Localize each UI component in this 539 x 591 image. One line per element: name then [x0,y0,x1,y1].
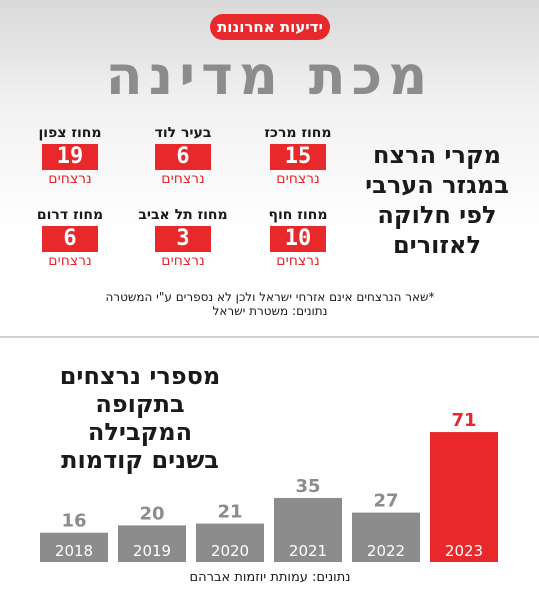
region-name: מחוז חוף [268,207,328,223]
region-name: מחוז דרום [36,207,104,223]
chart-title-line: בשנים קודמות [61,446,219,474]
bar-2023 [430,432,498,562]
x-tick-label: 2019 [133,542,171,560]
chart-source: נתונים: עמותת יוזמות אברהם [189,570,351,585]
region-coast: מחוז חוף 10 נרצחים [248,206,348,270]
bar-value-label: 21 [217,502,242,523]
x-tick-label: 2022 [367,542,405,560]
bar-value-label: 27 [373,491,398,512]
region-south: מחוז דרום 6 נרצחים [20,206,120,270]
region-name: מחוז צפון [38,125,102,141]
chart-title-line: מספרי נרצחים [59,362,221,390]
region-count: 19 [42,144,98,170]
region-count: 6 [42,226,98,252]
region-count: 6 [155,144,211,170]
region-north: מחוז צפון 19 נרצחים [20,124,120,188]
headline: מכת מדינה [105,44,434,107]
bar-value-label: 20 [139,503,164,524]
region-unit: נרצחים [161,253,205,269]
chart-title: מספרי נרצחים בתקופה המקבילה בשנים קודמות [30,362,250,474]
regions-title-line: מקרי הרצח [372,141,501,169]
region-unit: נרצחים [276,171,320,187]
bar-value-label: 71 [451,410,476,431]
bar-value-label: 16 [61,511,86,532]
region-count: 15 [270,144,326,170]
region-lod: בעיר לוד 6 נרצחים [133,124,233,188]
regions-source: נתונים: משטרת ישראל [212,304,328,318]
chart-title-line: בתקופה [95,390,185,418]
x-tick-label: 2021 [289,542,327,560]
section-divider [0,336,539,338]
region-center: מחוז מרכז 15 נרצחים [248,124,348,188]
bar-value-label: 35 [295,476,320,497]
region-name: מחוז תל אביב [138,207,228,223]
regions-footnote: *שאר הנרצחים אינם אזרחי ישראל ולכן לא נס… [105,290,435,304]
regions-title-line: לפי חלוקה [377,201,497,229]
region-unit: נרצחים [276,253,320,269]
x-tick-label: 2023 [445,542,483,560]
region-unit: נרצחים [48,171,92,187]
region-count: 10 [270,226,326,252]
bar-2022 [352,512,420,562]
bar-2019 [118,525,186,562]
region-name: מחוז מרכז [264,125,332,141]
x-tick-label: 2020 [211,542,249,560]
regions-title: מקרי הרצח במגזר הערבי לפי חלוקה לאזורים [352,140,522,260]
region-unit: נרצחים [48,253,92,269]
chart-title-line: המקבילה [87,418,193,446]
bar-2020 [196,523,264,562]
newspaper-logo: ידיעות אחרונות [210,14,330,40]
bar-2018 [40,532,108,562]
region-name: בעיר לוד [154,125,212,141]
regions-footnote-block: *שאר הנרצחים אינם אזרחי ישראל ולכן לא נס… [40,290,500,318]
region-unit: נרצחים [161,171,205,187]
regions-title-line: במגזר הערבי [365,171,509,199]
bar-2021 [274,497,342,562]
region-count: 3 [155,226,211,252]
x-tick-label: 2018 [55,542,93,560]
region-tel-aviv: מחוז תל אביב 3 נרצחים [133,206,233,270]
regions-title-line: לאזורים [392,231,482,259]
